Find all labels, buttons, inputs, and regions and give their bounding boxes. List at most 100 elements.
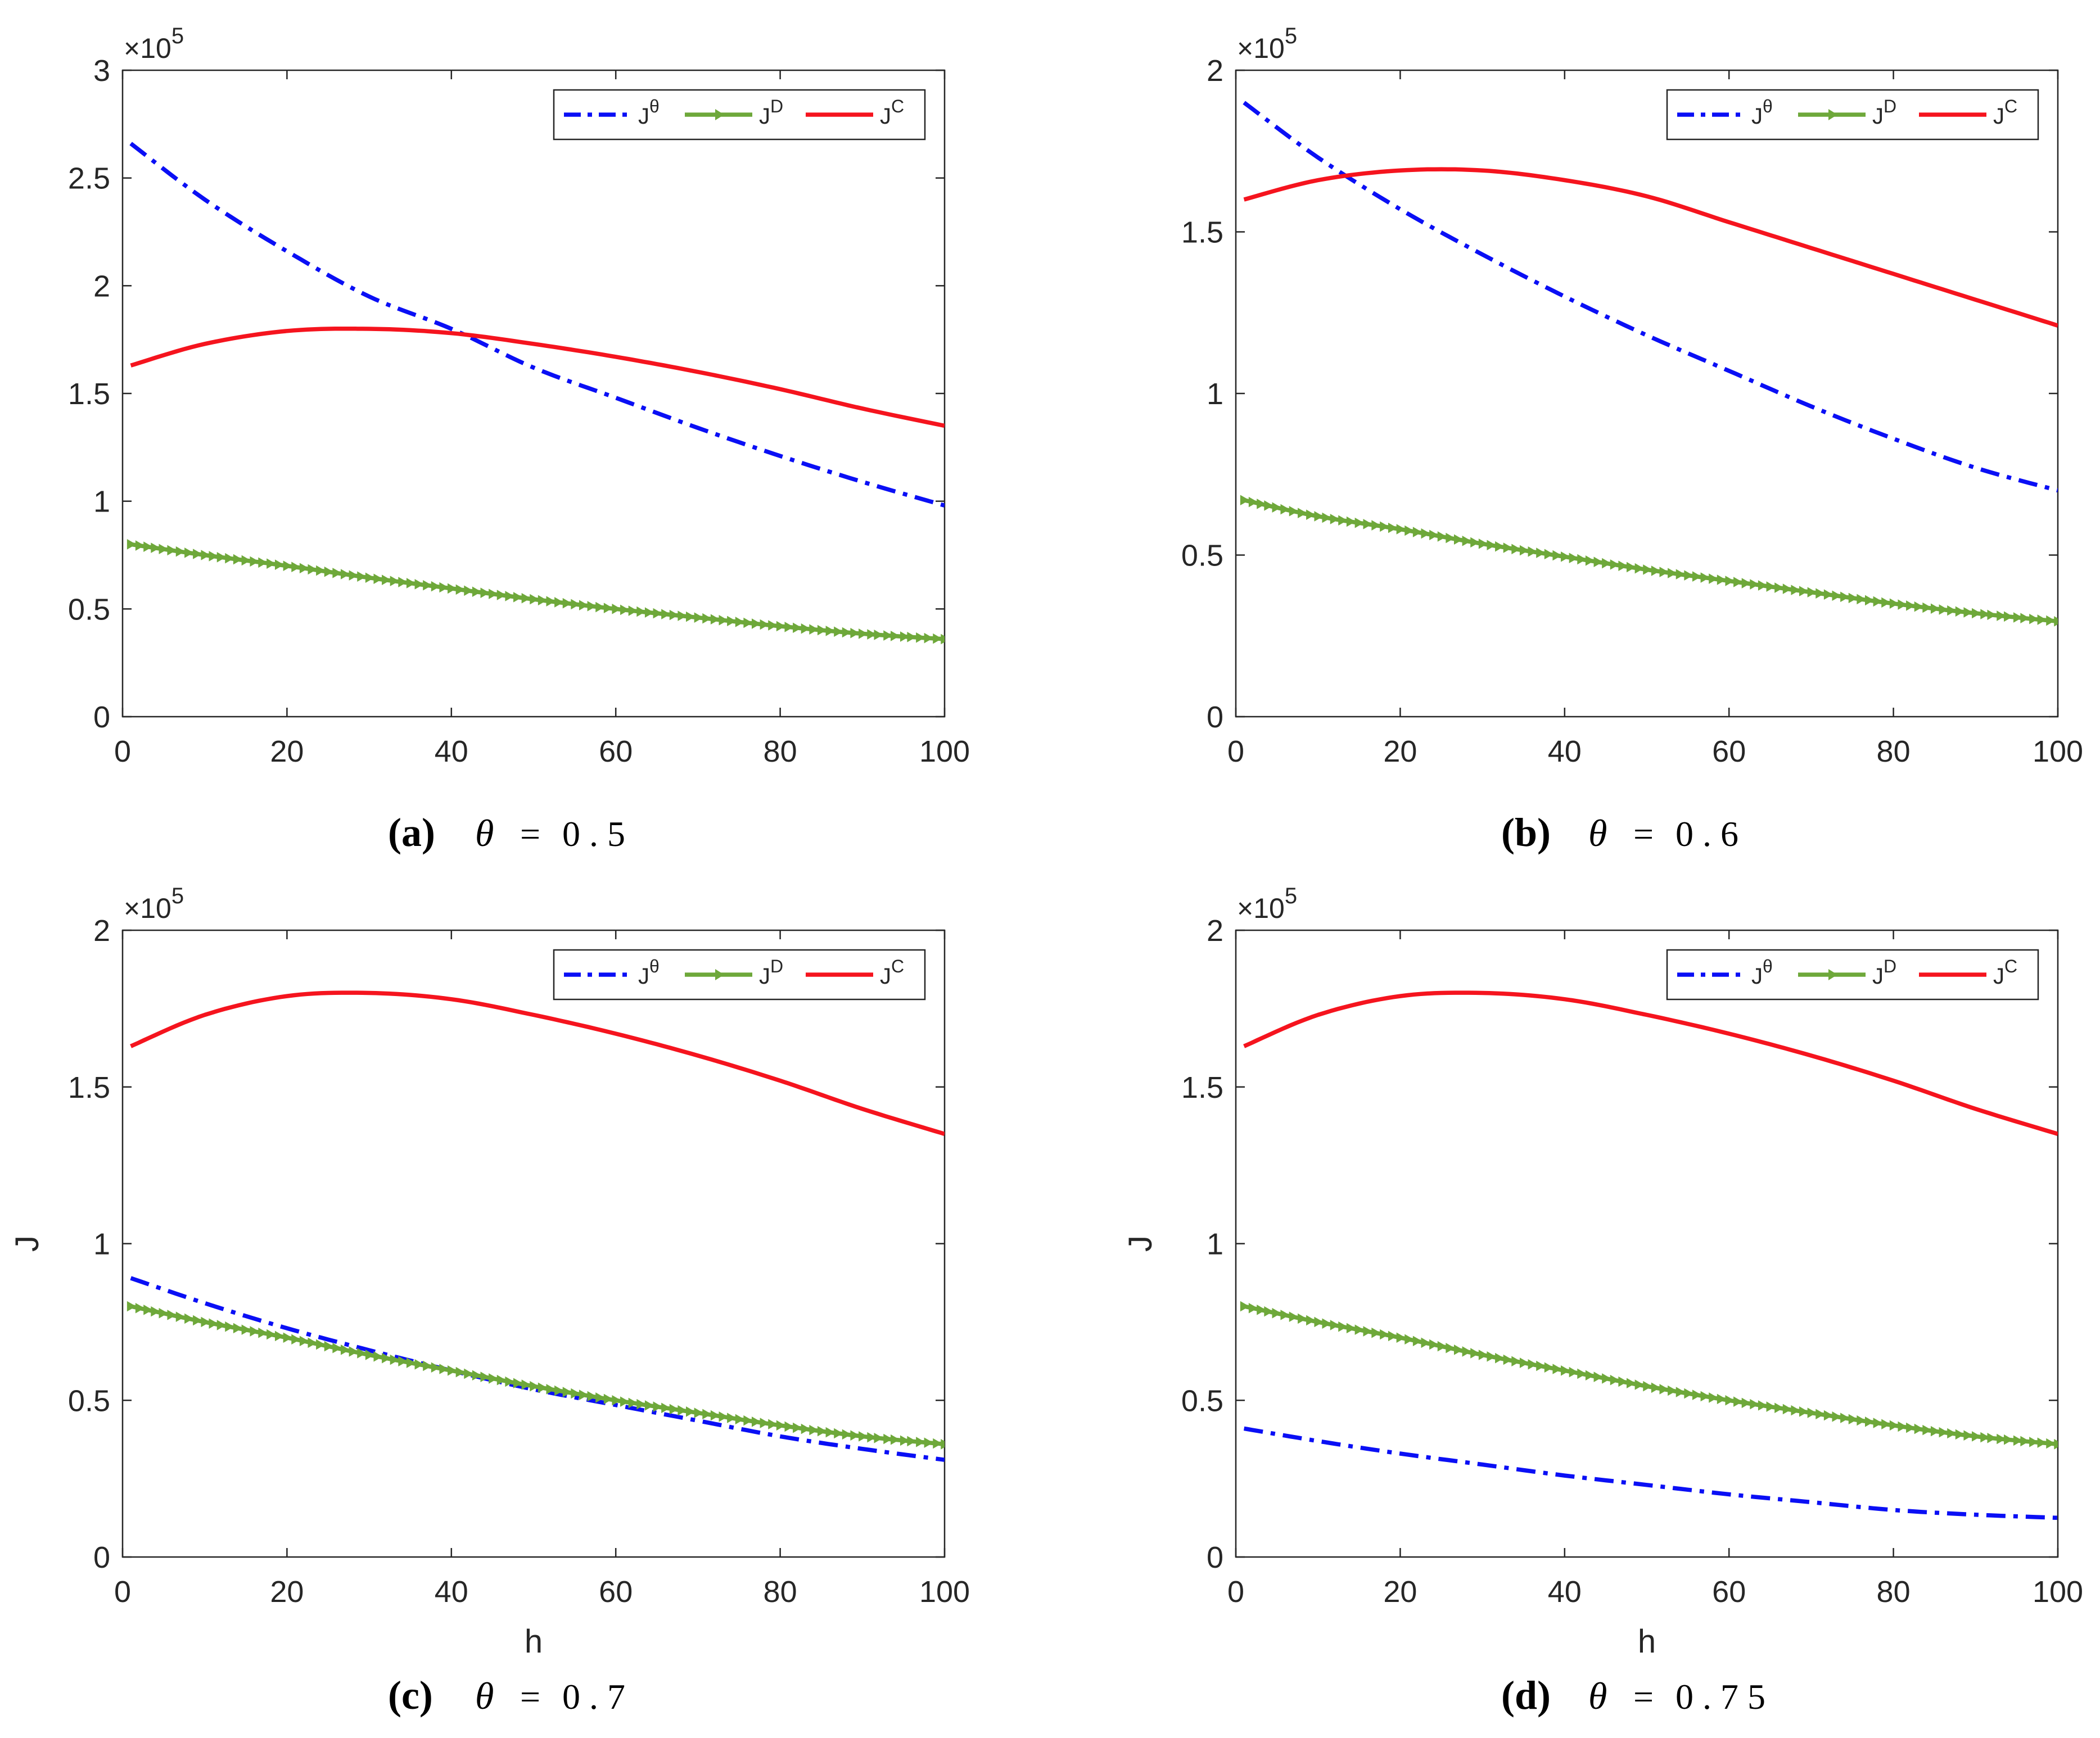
legend-label-sup: θ (1763, 956, 1773, 976)
data-point-jd (489, 589, 498, 599)
data-point-jd (924, 632, 933, 644)
x-tick-label: 40 (1548, 1575, 1582, 1609)
data-point-jd (1264, 1306, 1273, 1317)
data-point-jd (1881, 1419, 1891, 1430)
data-point-jd (1898, 1421, 1907, 1432)
data-point-jd (1922, 602, 1932, 613)
data-point-jd (1914, 601, 1923, 612)
legend-label-base: J (880, 964, 891, 989)
data-point-jd (743, 617, 753, 628)
data-point-jd (151, 542, 160, 553)
data-point-jd (1955, 1429, 1965, 1440)
data-point-jd (521, 592, 531, 604)
data-point-jd (916, 632, 925, 643)
plot-area (121, 929, 946, 1558)
x-tick-label: 20 (270, 1575, 304, 1609)
data-point-jd (727, 1413, 737, 1423)
data-point-jd (365, 1350, 375, 1360)
data-point-jd (1823, 589, 1833, 600)
data-point-jd (1240, 495, 1250, 506)
data-point-jd (308, 564, 317, 575)
data-point-jd (2037, 1437, 2047, 1448)
y-tick-label: 1.5 (1181, 216, 1223, 250)
caption-param: θ (1588, 1674, 1607, 1717)
data-point-jd (1577, 1368, 1587, 1379)
data-point-jd (1627, 562, 1636, 573)
data-point-jd (1832, 1411, 1841, 1422)
data-point-jd (225, 1321, 234, 1332)
y-tick-label: 1.5 (1181, 1071, 1223, 1105)
data-point-jd (241, 1324, 251, 1335)
data-point-jd (1987, 609, 1997, 621)
data-point-jd (159, 1307, 168, 1319)
data-point-jd (382, 574, 391, 586)
x-tick-label: 20 (1383, 735, 1417, 768)
data-point-jd (472, 586, 482, 598)
data-point-jd (933, 633, 942, 644)
caption-value: 0 . 7 5 (1676, 1677, 1765, 1717)
data-point-jd (809, 624, 819, 635)
data-point-jd (316, 565, 326, 576)
data-point-jd (1470, 1348, 1480, 1359)
data-point-jd (2046, 615, 2056, 626)
data-point-jd (1446, 532, 1455, 544)
data-point-jd (1396, 524, 1406, 535)
data-point-jd (1684, 1388, 1693, 1399)
data-point-jd (291, 562, 301, 573)
x-tick-label: 60 (1712, 1575, 1746, 1609)
data-point-jd (1799, 586, 1809, 596)
caption-eq: = (1633, 814, 1654, 854)
data-point-jd (1676, 569, 1685, 580)
data-point-jd (406, 578, 416, 589)
data-point-jd (233, 1323, 243, 1334)
data-point-jd (1782, 583, 1792, 594)
y-tick-label: 0.5 (1181, 1384, 1223, 1418)
data-point-jd (1733, 577, 1743, 587)
data-point-jd (1248, 1302, 1258, 1314)
data-point-jd (636, 606, 646, 617)
data-point-jd (768, 620, 778, 631)
data-point-jd (1429, 1339, 1439, 1350)
data-point-jd (776, 621, 786, 632)
data-point-jd (1741, 1397, 1751, 1409)
data-point-jd (373, 1351, 383, 1362)
data-point-jd (1618, 560, 1628, 571)
data-point-jd (267, 1329, 276, 1340)
data-point-jd (496, 1374, 507, 1386)
data-point-jd (1889, 598, 1899, 609)
data-point-jd (439, 1364, 449, 1374)
data-point-jd (1774, 582, 1784, 593)
data-point-jd (135, 540, 145, 551)
data-point-jd (562, 1387, 572, 1397)
data-point-jd (1972, 1431, 1981, 1442)
data-point-jd (1363, 1326, 1372, 1337)
data-point-jd (809, 1424, 819, 1436)
data-point-jd (448, 583, 457, 594)
data-point-jd (1437, 531, 1447, 542)
data-point-jd (2013, 1435, 2023, 1446)
x-tick-label: 0 (1227, 1575, 1244, 1609)
data-point-jd (1700, 1391, 1710, 1402)
data-point-jd (1314, 511, 1324, 522)
data-point-jd (167, 1310, 177, 1320)
data-point-jd (1495, 1352, 1505, 1364)
data-point-jd (1651, 1382, 1661, 1393)
data-point-jd (1848, 1414, 1858, 1425)
data-point-jd (1519, 545, 1529, 556)
data-point-jd (1823, 1410, 1833, 1421)
series-line-jtheta (1243, 101, 2058, 493)
data-point-jd (603, 1393, 613, 1405)
data-point-jd (1371, 1327, 1381, 1338)
data-point-jd (1709, 1392, 1718, 1403)
data-point-jd (505, 1376, 514, 1387)
data-point-jd (760, 619, 769, 630)
legend: Jθ JD JC (553, 949, 926, 1001)
data-point-jd (1987, 1433, 1997, 1443)
data-point-jd (274, 559, 284, 570)
data-point-jd (1881, 597, 1891, 608)
data-point-jd (1519, 1357, 1529, 1368)
data-point-jd (859, 628, 868, 639)
data-point-jd (398, 1356, 408, 1367)
legend-label-base: J (1751, 104, 1763, 129)
x-tick-label: 60 (599, 735, 633, 768)
